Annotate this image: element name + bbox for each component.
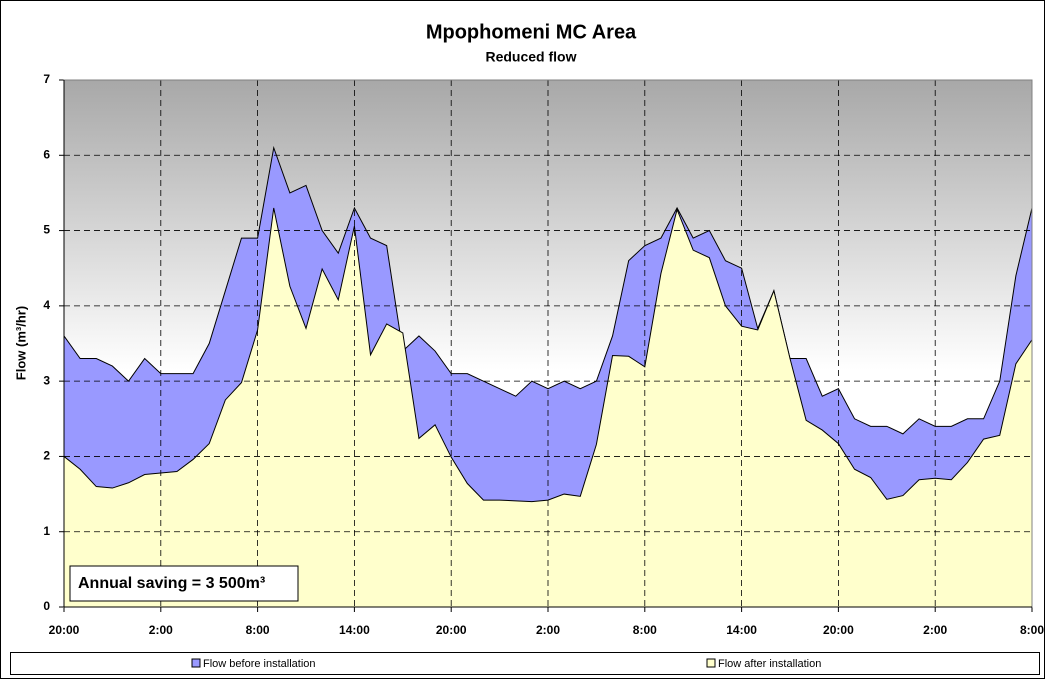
legend-label: Flow before installation	[203, 658, 316, 670]
x-tick-label: 20:00	[49, 623, 80, 637]
x-tick-label: 2:00	[149, 623, 173, 637]
legend	[10, 652, 1040, 675]
y-tick-label: 5	[43, 223, 50, 237]
y-tick-label: 0	[43, 599, 50, 613]
y-tick-label: 4	[43, 298, 50, 312]
title-box	[402, 17, 660, 70]
chart-subtitle: Reduced flow	[485, 49, 576, 65]
y-tick-label: 2	[43, 449, 50, 463]
legend-label: Flow after installation	[718, 658, 821, 670]
x-tick-label: 14:00	[339, 623, 370, 637]
y-tick-label: 7	[43, 72, 50, 86]
x-tick-label: 2:00	[923, 623, 947, 637]
x-tick-label: 2:00	[536, 623, 560, 637]
chart-title: Mpophomeni MC Area	[426, 21, 637, 43]
x-tick-label: 8:00	[1020, 623, 1044, 637]
legend-swatch	[706, 658, 716, 668]
y-tick-label: 6	[43, 147, 50, 161]
annotation-box	[69, 565, 299, 602]
y-tick-label: 3	[43, 373, 50, 387]
annotation: Annual saving = 3 500m³	[78, 575, 265, 592]
y-axis-label: Flow (m³/hr)	[13, 306, 28, 380]
legend-swatch	[191, 658, 201, 668]
y-tick-label: 1	[43, 524, 50, 538]
x-tick-label: 8:00	[633, 623, 657, 637]
x-tick-label: 20:00	[823, 623, 854, 637]
x-tick-label: 14:00	[726, 623, 757, 637]
x-tick-label: 8:00	[246, 623, 270, 637]
x-tick-label: 20:00	[436, 623, 467, 637]
area	[63, 207, 1033, 608]
